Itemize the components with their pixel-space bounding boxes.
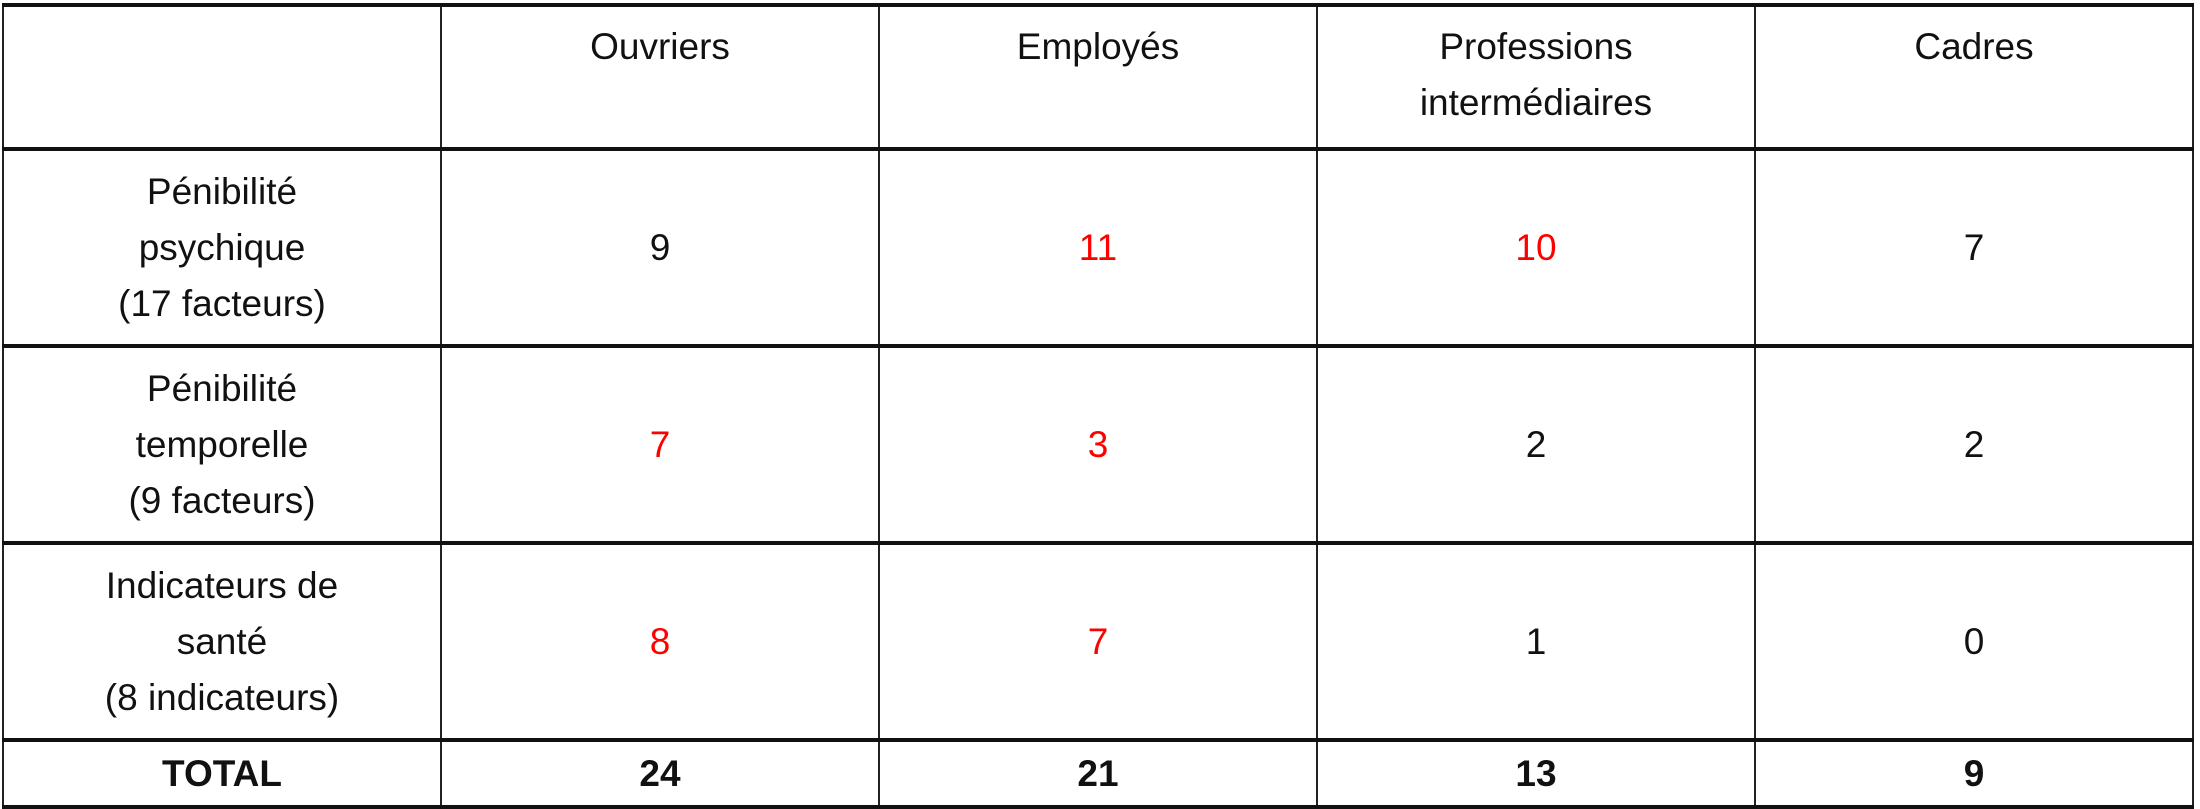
header-empty-cell [2,3,442,151]
row-label-line: (9 facteurs) [128,479,316,521]
row-label: Indicateurs de santé (8 indicateurs) [2,541,442,742]
row-label-line: Indicateurs de [105,564,339,606]
total-label: TOTAL [2,738,442,809]
row-label-line: Pénibilité [146,170,298,212]
header-professions-intermediaires: Professions intermédiaires [1316,3,1756,151]
cell-value: 7 [1754,147,2194,348]
header-text: Professions [1439,26,1633,67]
cell-value-highlighted: 7 [440,344,880,545]
row-label-line: santé [176,620,268,662]
cell-value: 9 [440,147,880,348]
total-value: 21 [878,738,1318,809]
row-label-line: (17 facteurs) [118,282,326,324]
table-row: Pénibilité psychique (17 facteurs) 9 11 10… [2,147,2194,348]
total-value: 9 [1754,738,2194,809]
cell-value-highlighted: 3 [878,344,1318,545]
row-label-line: Pénibilité [146,367,298,409]
total-row: TOTAL 24 21 13 9 [2,738,2194,809]
total-value: 24 [440,738,880,809]
cell-value: 0 [1754,541,2194,742]
header-cadres: Cadres [1754,3,2194,151]
header-row: Ouvriers Employés Professions intermédiai… [2,3,2194,151]
cell-value: 1 [1316,541,1756,742]
header-text: Ouvriers [590,26,730,67]
row-label-line: (8 indicateurs) [104,676,340,718]
header-text: intermédiaires [1419,82,1653,123]
cell-value: 2 [1316,344,1756,545]
table-row: Indicateurs de santé (8 indicateurs) 8 7 1… [2,541,2194,742]
header-ouvriers: Ouvriers [440,3,880,151]
table-row: Pénibilité temporelle (9 facteurs) 7 3 2 2 [2,344,2194,545]
total-value: 13 [1316,738,1756,809]
header-employes: Employés [878,3,1318,151]
row-label: Pénibilité psychique (17 facteurs) [2,147,442,348]
cell-value-highlighted: 10 [1316,147,1756,348]
cell-value-highlighted: 8 [440,541,880,742]
data-table: Ouvriers Employés Professions intermédiai… [2,3,2194,809]
row-label-line: psychique [138,226,306,268]
row-label-line: temporelle [135,423,309,465]
header-text: Employés [1016,26,1180,67]
cell-value-highlighted: 11 [878,147,1318,348]
row-label: Pénibilité temporelle (9 facteurs) [2,344,442,545]
cell-value-highlighted: 7 [878,541,1318,742]
cell-value: 2 [1754,344,2194,545]
header-text: Cadres [1914,26,2034,67]
